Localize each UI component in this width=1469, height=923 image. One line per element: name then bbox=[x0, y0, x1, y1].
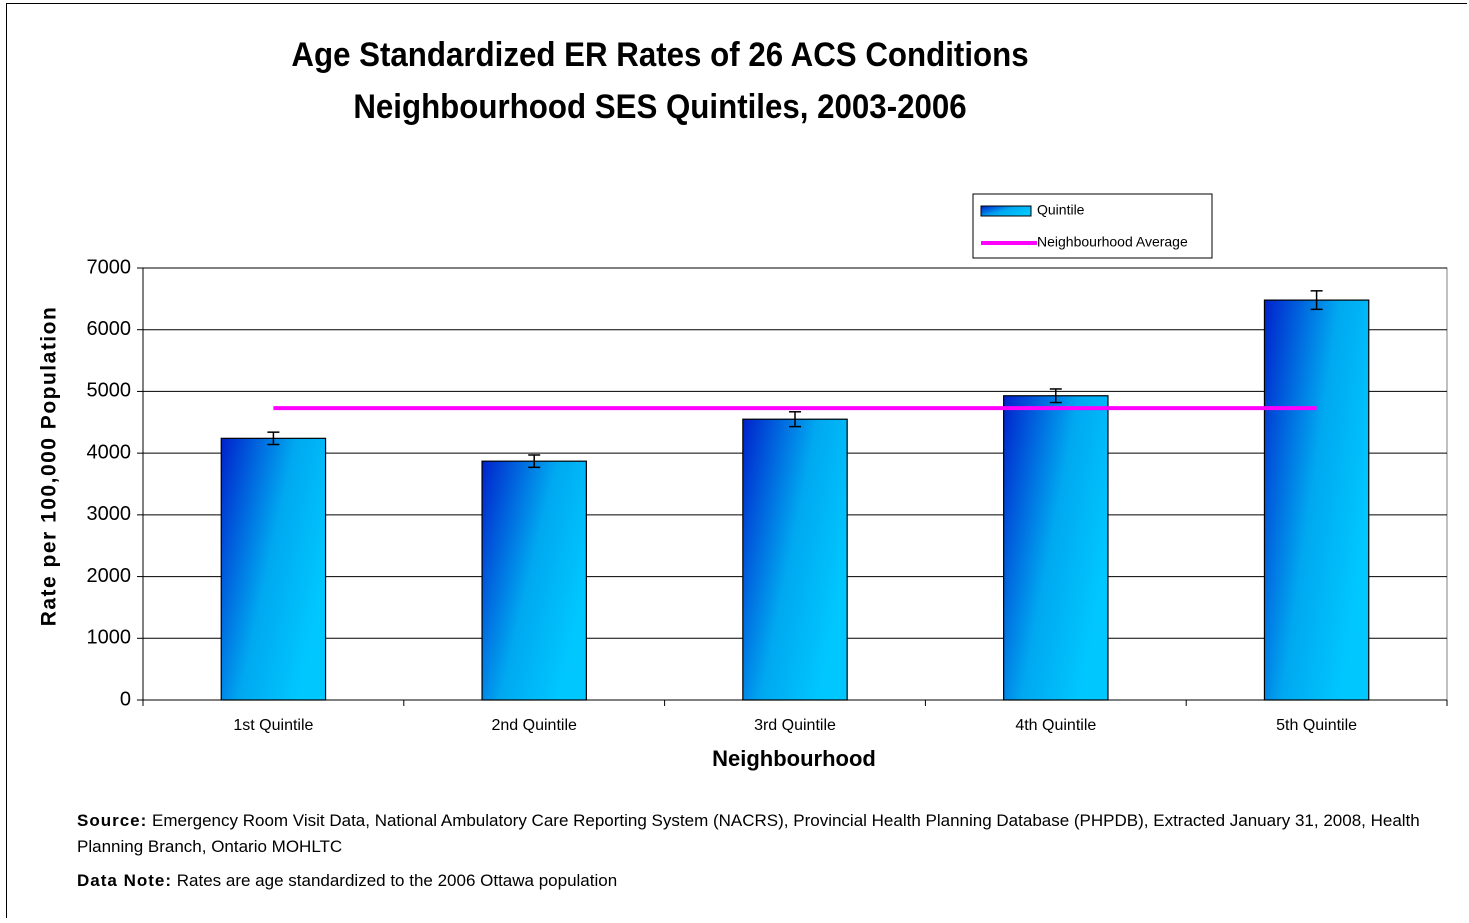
page: {"chart_data": {"type": "bar", "title": … bbox=[0, 0, 1469, 923]
x-tick-label: 5th Quintile bbox=[1276, 717, 1357, 734]
y-tick-label: 7000 bbox=[87, 256, 132, 278]
chart-subtitle: Neighbourhood SES Quintiles, 2003-2006 bbox=[353, 87, 966, 126]
x-tick-label: 2nd Quintile bbox=[492, 717, 577, 734]
note-label: Data Note: bbox=[77, 871, 172, 890]
note-text: Emergency Room Visit Data, National Ambu… bbox=[77, 811, 1420, 856]
x-tick-label: 3rd Quintile bbox=[754, 717, 836, 734]
source-note: Source: Emergency Room Visit Data, Natio… bbox=[77, 808, 1437, 860]
legend-label: Neighbourhood Average bbox=[1037, 234, 1188, 250]
y-tick-label: 2000 bbox=[87, 565, 132, 587]
y-tick-label: 0 bbox=[120, 688, 131, 710]
y-tick-label: 4000 bbox=[87, 441, 132, 463]
y-tick-label: 5000 bbox=[87, 380, 132, 402]
bar bbox=[221, 438, 325, 700]
y-axis-label: Rate per 100,000 Population bbox=[38, 306, 61, 627]
y-tick-label: 1000 bbox=[87, 627, 132, 649]
y-tick-label: 3000 bbox=[87, 503, 132, 525]
bar bbox=[482, 461, 586, 700]
bar bbox=[743, 419, 847, 700]
note-text: Rates are age standardized to the 2006 O… bbox=[177, 871, 617, 890]
x-tick-label: 4th Quintile bbox=[1015, 717, 1096, 734]
bar bbox=[1264, 300, 1368, 700]
chart-title: Age Standardized ER Rates of 26 ACS Cond… bbox=[291, 35, 1028, 74]
note-label: Source: bbox=[77, 811, 147, 830]
legend-swatch bbox=[981, 206, 1031, 216]
legend: Quintile Neighbourhood Average bbox=[973, 194, 1212, 258]
x-axis-label: Neighbourhood bbox=[712, 746, 876, 771]
chart: Age Standardized ER Rates of 26 ACS Cond… bbox=[0, 0, 1469, 923]
legend-label: Quintile bbox=[1037, 202, 1085, 218]
bar bbox=[1004, 396, 1108, 700]
y-tick-label: 6000 bbox=[87, 318, 132, 340]
data-note: Data Note: Rates are age standardized to… bbox=[77, 868, 1437, 894]
x-tick-label: 1st Quintile bbox=[233, 717, 313, 734]
